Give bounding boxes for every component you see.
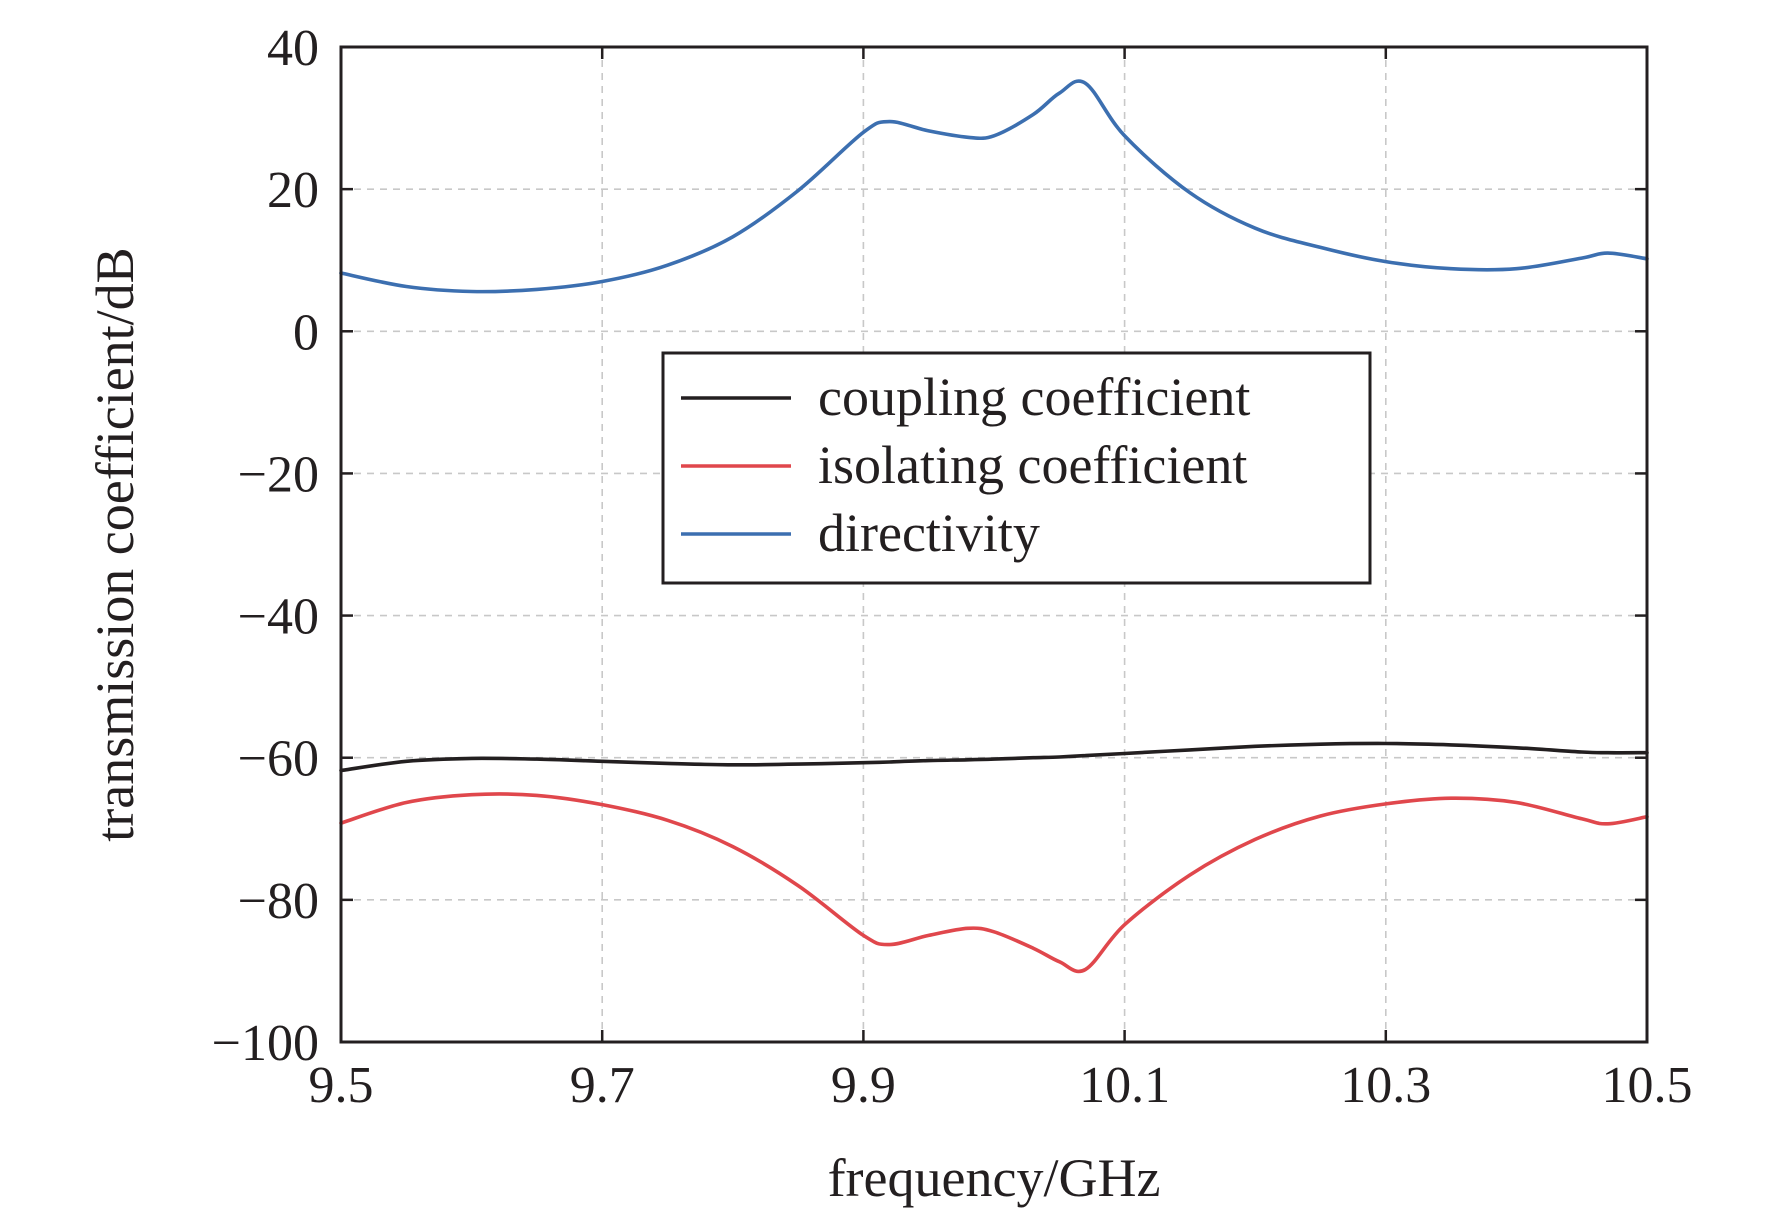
y-axis-title: transmission coefficient/dB <box>85 247 145 841</box>
y-tick-label: −20 <box>238 446 319 503</box>
x-axis-title: frequency/GHz <box>828 1148 1161 1208</box>
x-tick-label: 10.1 <box>1079 1057 1170 1114</box>
y-tick-label: −60 <box>238 731 319 788</box>
series-line-0 <box>339 741 1649 773</box>
legend-label: directivity <box>818 503 1040 563</box>
legend-label: isolating coefficient <box>818 435 1247 495</box>
axis-ticks <box>339 45 1649 1044</box>
x-tick-label: 9.9 <box>831 1057 896 1114</box>
series-line-1 <box>339 792 1649 974</box>
x-tick-label: 9.7 <box>570 1057 635 1114</box>
x-tick-label: 10.3 <box>1340 1057 1431 1114</box>
x-tick-label: 9.5 <box>309 1057 374 1114</box>
y-tick-label: −80 <box>238 873 319 930</box>
legend-box <box>661 351 1372 585</box>
y-tick-label: 0 <box>293 304 319 361</box>
y-tick-label: −40 <box>238 589 319 646</box>
legend: coupling coefficient isolating coefficien… <box>661 351 1372 585</box>
plot-frame <box>339 45 1649 1044</box>
y-tick-labels: 40 20 0 −20 −40 −60 −80 −100 <box>212 20 319 1072</box>
x-tick-labels: 9.5 9.7 9.9 10.1 10.3 10.5 <box>309 1057 1693 1114</box>
legend-label: coupling coefficient <box>818 367 1250 427</box>
series-lines <box>339 79 1649 974</box>
y-tick-label: 20 <box>267 162 319 219</box>
y-tick-label: −100 <box>212 1015 319 1072</box>
series-line-2 <box>339 79 1649 294</box>
x-tick-label: 10.5 <box>1602 1057 1693 1114</box>
y-tick-label: 40 <box>267 20 319 77</box>
